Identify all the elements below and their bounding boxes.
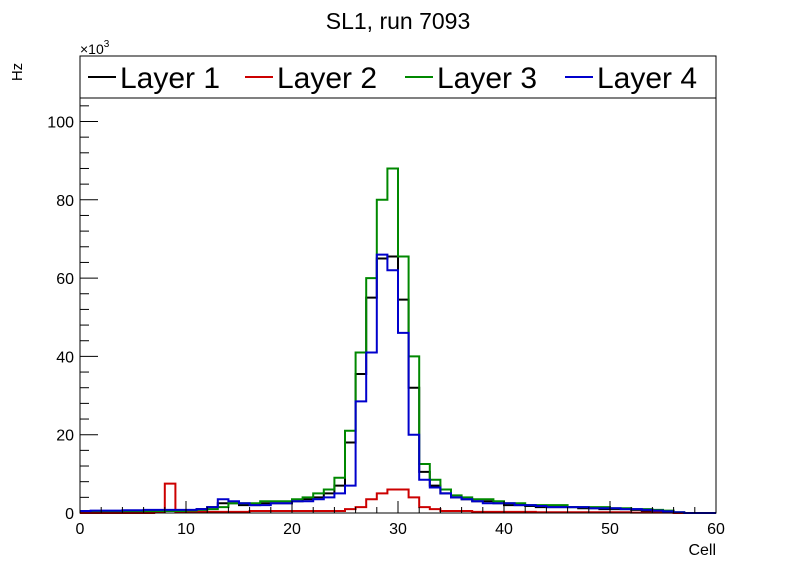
legend-label-3: Layer 3	[437, 62, 537, 95]
x-tick-label: 60	[707, 521, 725, 538]
legend-label-4: Layer 4	[597, 62, 697, 95]
x-tick-label: 0	[76, 521, 85, 538]
y-axis-label: Hz	[9, 63, 26, 81]
series-3-line	[80, 167, 716, 514]
x-tick-label: 10	[177, 521, 195, 538]
legend: Layer 1 Layer 2 Layer 3 Layer 4	[88, 62, 697, 95]
series-layer	[80, 167, 716, 514]
chart-title: SL1, run 7093	[326, 8, 471, 34]
legend-label-2: Layer 2	[277, 62, 377, 95]
x-tick-label: 20	[283, 521, 301, 538]
y-tick-label: 40	[56, 349, 74, 366]
x-axis-label: Cell	[688, 542, 716, 559]
y-tick-label: 20	[56, 428, 74, 445]
y-tick-label: 60	[56, 271, 74, 288]
x-tick-label: 30	[389, 521, 407, 538]
y-axis-multiplier: ×103	[80, 39, 110, 57]
legend-label-1: Layer 1	[120, 62, 220, 95]
x-tick-label: 40	[495, 521, 513, 538]
axes-layer: 0 10 20 30 40 50 60 0 20 40 60 80 100	[47, 97, 725, 538]
x-tick-label: 50	[601, 521, 619, 538]
y-tick-label: 80	[56, 193, 74, 210]
y-tick-label: 100	[47, 114, 74, 131]
series-4-line	[80, 253, 716, 514]
legend-box	[79, 55, 717, 99]
y-tick-label: 0	[65, 506, 74, 523]
